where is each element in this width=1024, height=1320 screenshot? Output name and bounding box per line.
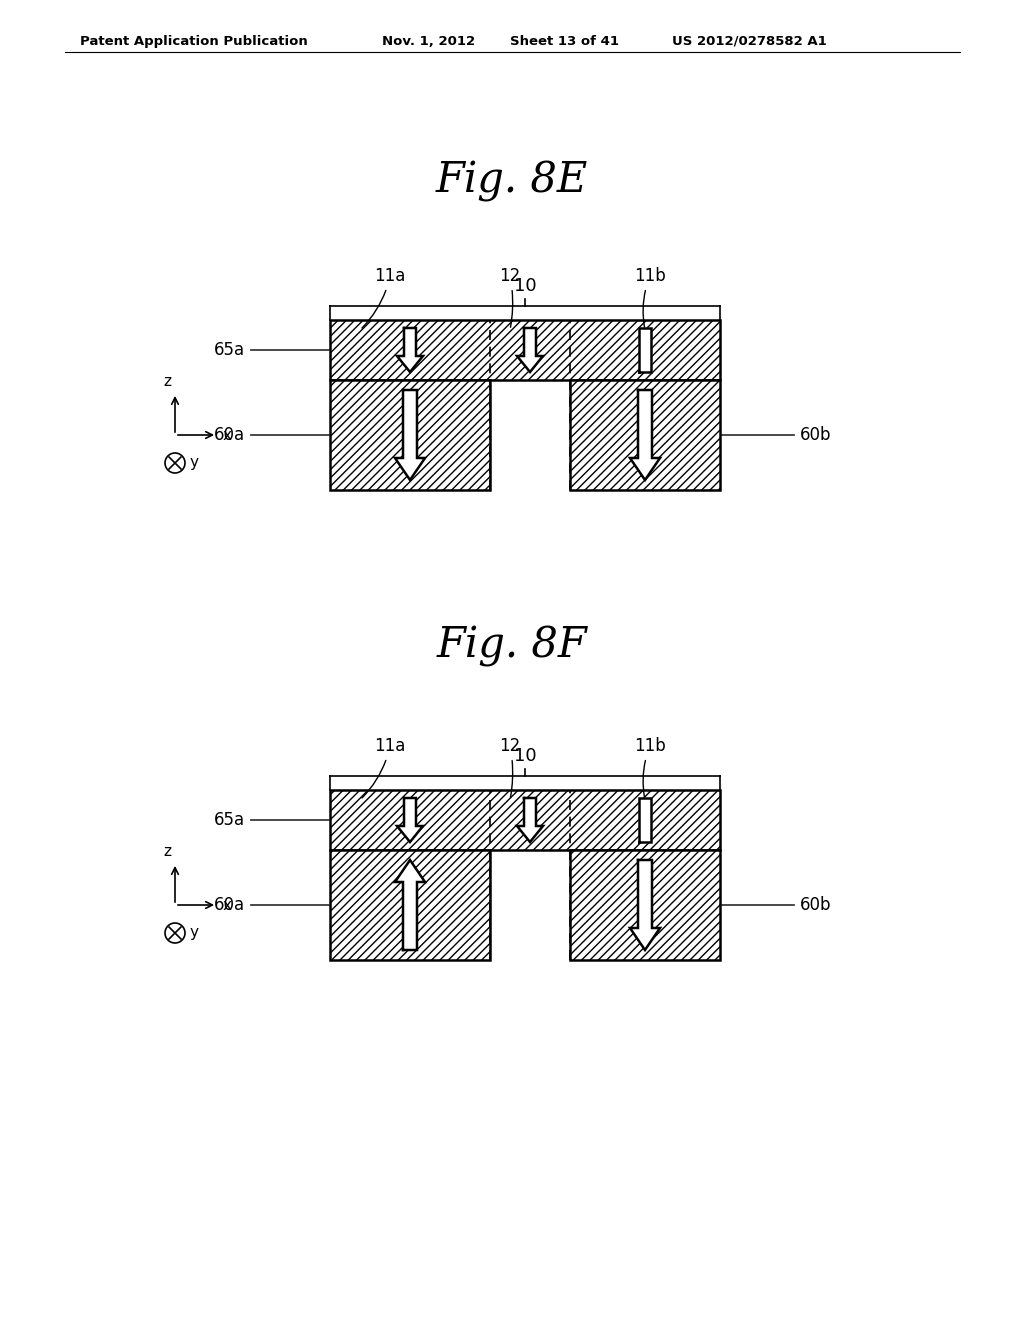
- Bar: [330, 380, 490, 490]
- Text: 11b: 11b: [634, 267, 666, 327]
- Text: x: x: [223, 428, 232, 442]
- Bar: [330, 789, 720, 850]
- Bar: [570, 380, 720, 490]
- Text: 11a: 11a: [361, 737, 406, 799]
- Text: 60b: 60b: [721, 896, 831, 913]
- Text: 11b: 11b: [634, 737, 666, 797]
- Bar: [330, 319, 720, 380]
- Text: 10: 10: [514, 747, 537, 766]
- Text: US 2012/0278582 A1: US 2012/0278582 A1: [672, 36, 826, 48]
- Text: z: z: [163, 374, 171, 389]
- Polygon shape: [397, 799, 423, 842]
- Polygon shape: [630, 389, 660, 480]
- Text: Patent Application Publication: Patent Application Publication: [80, 36, 308, 48]
- Text: 65a: 65a: [214, 341, 330, 359]
- Polygon shape: [517, 799, 543, 842]
- Text: x: x: [223, 898, 232, 912]
- Bar: [570, 850, 720, 960]
- Text: y: y: [190, 455, 199, 470]
- Polygon shape: [630, 861, 660, 950]
- Text: 10: 10: [514, 277, 537, 294]
- Text: 60a: 60a: [214, 426, 330, 444]
- Polygon shape: [517, 327, 543, 372]
- Text: Fig. 8E: Fig. 8E: [436, 160, 588, 202]
- Text: z: z: [163, 843, 171, 859]
- Text: Nov. 1, 2012: Nov. 1, 2012: [382, 36, 475, 48]
- Text: 11a: 11a: [361, 267, 406, 329]
- Text: 65a: 65a: [214, 810, 330, 829]
- Polygon shape: [395, 389, 425, 480]
- Text: 60a: 60a: [214, 896, 330, 913]
- Text: y: y: [190, 925, 199, 940]
- Polygon shape: [639, 327, 651, 372]
- Polygon shape: [639, 799, 651, 842]
- Text: Sheet 13 of 41: Sheet 13 of 41: [510, 36, 618, 48]
- Bar: [330, 850, 490, 960]
- Text: 12: 12: [500, 737, 520, 797]
- Text: Fig. 8F: Fig. 8F: [436, 624, 588, 667]
- Polygon shape: [397, 327, 423, 372]
- Text: 60b: 60b: [721, 426, 831, 444]
- Text: 12: 12: [500, 267, 520, 327]
- Polygon shape: [395, 861, 425, 950]
